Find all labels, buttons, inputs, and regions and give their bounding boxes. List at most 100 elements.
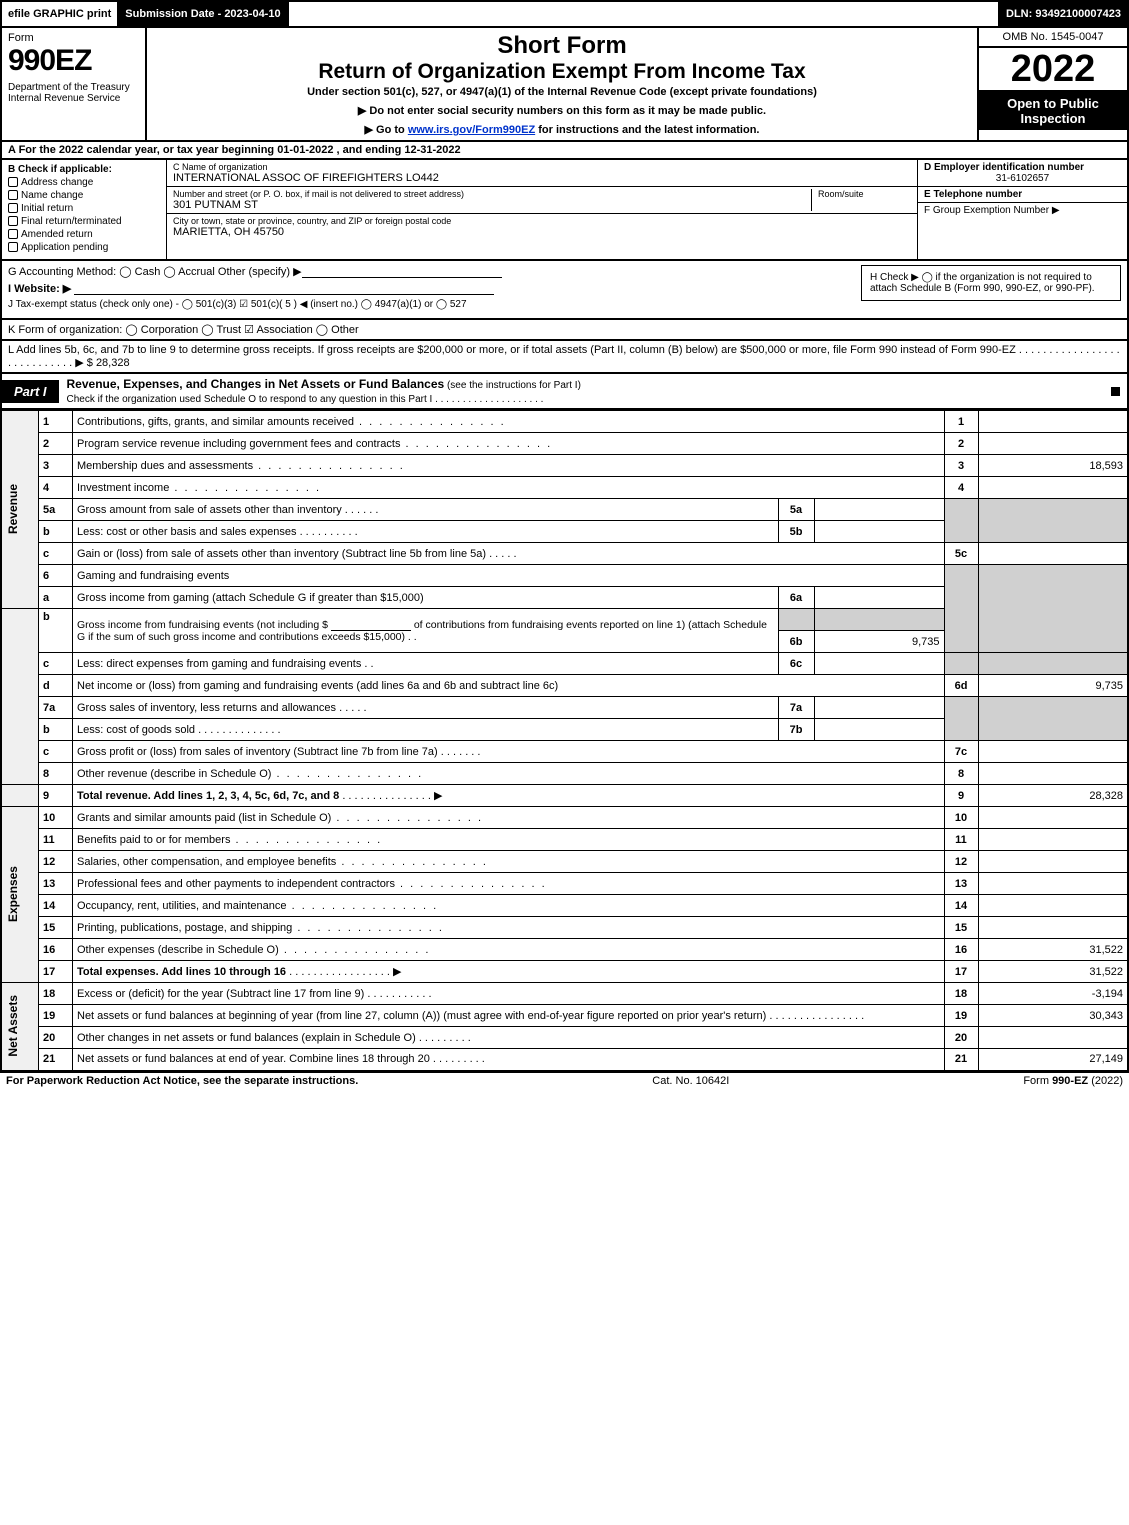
rn-4: 4 bbox=[944, 477, 978, 499]
l5c-desc: Gain or (loss) from sale of assets other… bbox=[77, 548, 486, 560]
part1-tab: Part I bbox=[2, 380, 59, 403]
chk-name-label: Name change bbox=[21, 190, 83, 201]
l7a-desc: Gross sales of inventory, less returns a… bbox=[77, 702, 336, 714]
rv-21: 27,149 bbox=[978, 1049, 1128, 1071]
ln-6d: d bbox=[39, 675, 73, 697]
header-left: Form 990EZ Department of the Treasury In… bbox=[2, 28, 147, 140]
chk-address[interactable] bbox=[8, 177, 18, 187]
rv-20 bbox=[978, 1027, 1128, 1049]
rv-7c bbox=[978, 741, 1128, 763]
goto-post: for instructions and the latest informat… bbox=[535, 124, 759, 136]
ln-6a: a bbox=[39, 587, 73, 609]
rn-2: 2 bbox=[944, 433, 978, 455]
sv-6b: 9,735 bbox=[814, 631, 944, 653]
sub-5b: 5b bbox=[778, 521, 814, 543]
l16-desc: Other expenses (describe in Schedule O) bbox=[77, 944, 279, 956]
footer-right-pre: Form bbox=[1023, 1075, 1052, 1087]
section-c: C Name of organization INTERNATIONAL ASS… bbox=[167, 160, 917, 259]
part1-chk[interactable] bbox=[1103, 385, 1127, 397]
chk-initial-label: Initial return bbox=[21, 203, 73, 214]
rv-9: 28,328 bbox=[978, 785, 1128, 807]
footer-left: For Paperwork Reduction Act Notice, see … bbox=[6, 1075, 358, 1087]
org-city: MARIETTA, OH 45750 bbox=[173, 226, 911, 238]
sv-7a bbox=[814, 697, 944, 719]
ln-21: 21 bbox=[39, 1049, 73, 1071]
tax-year: 2022 bbox=[979, 48, 1127, 90]
ln-1: 1 bbox=[39, 411, 73, 433]
l-value: 28,328 bbox=[96, 357, 130, 369]
chk-name[interactable] bbox=[8, 190, 18, 200]
rv-15 bbox=[978, 917, 1128, 939]
group-exempt-label: F Group Exemption Number ▶ bbox=[924, 205, 1060, 216]
rn-15: 15 bbox=[944, 917, 978, 939]
l4-desc: Investment income bbox=[77, 482, 169, 494]
chk-final[interactable] bbox=[8, 216, 18, 226]
chk-amended-label: Amended return bbox=[21, 229, 93, 240]
ln-2: 2 bbox=[39, 433, 73, 455]
l6a-desc: Gross income from gaming (attach Schedul… bbox=[77, 592, 424, 604]
rn-17: 17 bbox=[944, 961, 978, 983]
lines-table: Revenue 1 Contributions, gifts, grants, … bbox=[0, 410, 1129, 1072]
rv-4 bbox=[978, 477, 1128, 499]
chk-pending[interactable] bbox=[8, 242, 18, 252]
topbar-spacer bbox=[289, 2, 1000, 26]
footer-right: Form 990-EZ (2022) bbox=[1023, 1075, 1123, 1087]
g-underline[interactable] bbox=[302, 266, 502, 278]
chk-initial[interactable] bbox=[8, 203, 18, 213]
form-number: 990EZ bbox=[8, 44, 139, 78]
short-form-title: Short Form bbox=[155, 32, 969, 60]
section-ghij: H Check ▶ ◯ if the organization is not r… bbox=[0, 261, 1129, 320]
sv-5a bbox=[814, 499, 944, 521]
l10-desc: Grants and similar amounts paid (list in… bbox=[77, 812, 331, 824]
under-section: Under section 501(c), 527, or 4947(a)(1)… bbox=[155, 86, 969, 98]
l13-desc: Professional fees and other payments to … bbox=[77, 878, 395, 890]
header-mid: Short Form Return of Organization Exempt… bbox=[147, 28, 977, 140]
l1-desc: Contributions, gifts, grants, and simila… bbox=[77, 416, 354, 428]
chk-address-label: Address change bbox=[21, 177, 93, 188]
ln-10: 10 bbox=[39, 807, 73, 829]
section-a: A For the 2022 calendar year, or tax yea… bbox=[0, 142, 1129, 160]
rn-10: 10 bbox=[944, 807, 978, 829]
sub-7a: 7a bbox=[778, 697, 814, 719]
rv-6abc-grey bbox=[978, 565, 1128, 653]
l6b-blank[interactable] bbox=[331, 619, 411, 631]
ln-17: 17 bbox=[39, 961, 73, 983]
rv-3: 18,593 bbox=[978, 455, 1128, 477]
chk-pending-label: Application pending bbox=[21, 242, 108, 253]
rv-19: 30,343 bbox=[978, 1005, 1128, 1027]
rn-20: 20 bbox=[944, 1027, 978, 1049]
section-h: H Check ▶ ◯ if the organization is not r… bbox=[861, 265, 1121, 301]
rv-10 bbox=[978, 807, 1128, 829]
ln-20: 20 bbox=[39, 1027, 73, 1049]
room-label: Room/suite bbox=[818, 189, 911, 199]
form-header: Form 990EZ Department of the Treasury In… bbox=[0, 28, 1129, 142]
l12-desc: Salaries, other compensation, and employ… bbox=[77, 856, 336, 868]
l-text: L Add lines 5b, 6c, and 7b to line 9 to … bbox=[8, 344, 1120, 369]
part1-sub: Check if the organization used Schedule … bbox=[67, 394, 544, 405]
l5a-desc: Gross amount from sale of assets other t… bbox=[77, 504, 342, 516]
rn-21: 21 bbox=[944, 1049, 978, 1071]
efile-label[interactable]: efile GRAPHIC print bbox=[2, 2, 119, 26]
website-underline[interactable] bbox=[74, 283, 494, 295]
rn-6abc-grey bbox=[944, 565, 978, 653]
rn-6c-grey bbox=[944, 653, 978, 675]
chk-amended[interactable] bbox=[8, 229, 18, 239]
goto-pre: ▶ Go to bbox=[365, 124, 408, 136]
sv-6b-grey bbox=[814, 609, 944, 631]
l8-desc: Other revenue (describe in Schedule O) bbox=[77, 768, 271, 780]
ln-6b: b bbox=[39, 609, 73, 653]
rn-13: 13 bbox=[944, 873, 978, 895]
rv-2 bbox=[978, 433, 1128, 455]
page-footer: For Paperwork Reduction Act Notice, see … bbox=[0, 1072, 1129, 1089]
ln-7b: b bbox=[39, 719, 73, 741]
org-name: INTERNATIONAL ASSOC OF FIREFIGHTERS LO44… bbox=[173, 172, 911, 184]
irs-link[interactable]: www.irs.gov/Form990EZ bbox=[408, 124, 535, 136]
header-right: OMB No. 1545-0047 2022 Open to Public In… bbox=[977, 28, 1127, 140]
open-to-public: Open to Public Inspection bbox=[979, 90, 1127, 130]
rn-9: 9 bbox=[944, 785, 978, 807]
rv-17: 31,522 bbox=[978, 961, 1128, 983]
sub-7b: 7b bbox=[778, 719, 814, 741]
ein-value: 31-6102657 bbox=[924, 173, 1121, 184]
part1-title-text: Revenue, Expenses, and Changes in Net As… bbox=[67, 377, 445, 391]
return-title: Return of Organization Exempt From Incom… bbox=[155, 60, 969, 84]
